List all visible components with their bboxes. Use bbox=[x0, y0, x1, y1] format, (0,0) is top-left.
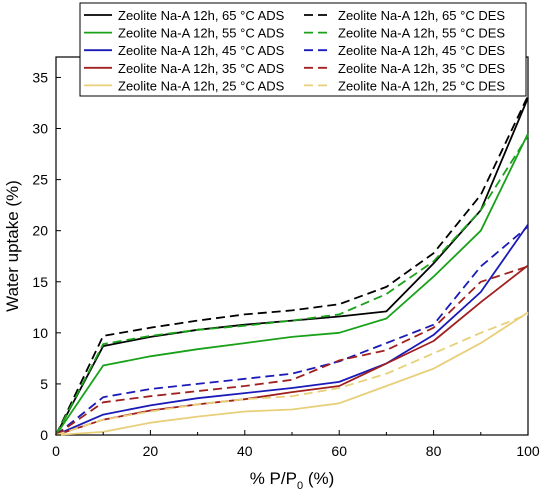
y-tick-label: 10 bbox=[32, 325, 48, 341]
legend-label: Zeolite Na-A 12h, 45 °C ADS bbox=[118, 43, 285, 58]
series-line-zeolite-na-a-12h-45-c-des bbox=[55, 225, 529, 436]
x-tick-label: 20 bbox=[143, 443, 159, 459]
x-tick-label: 0 bbox=[52, 443, 60, 459]
series-line-zeolite-na-a-12h-45-c-ads bbox=[55, 223, 529, 436]
series-line-zeolite-na-a-12h-65-c-des bbox=[55, 95, 529, 436]
legend-box bbox=[79, 2, 527, 97]
x-tick-label: 100 bbox=[516, 443, 540, 459]
series-line-zeolite-na-a-12h-35-c-ads bbox=[55, 264, 529, 436]
legend-label: Zeolite Na-A 12h, 35 °C ADS bbox=[118, 61, 285, 76]
y-axis-label: Water uptake (%) bbox=[3, 180, 22, 312]
y-tick-label: 5 bbox=[40, 376, 48, 392]
y-axis: 0 5 10 15 20 25 30 35 bbox=[32, 69, 61, 443]
series-line-zeolite-na-a-12h-55-c-des bbox=[55, 135, 529, 436]
plot-area bbox=[55, 56, 529, 436]
x-tick-label: 60 bbox=[331, 443, 347, 459]
x-axis-label-subscript: 0 bbox=[297, 480, 303, 492]
legend-label: Zeolite Na-A 12h, 65 °C ADS bbox=[118, 8, 285, 23]
legend-label: Zeolite Na-A 12h, 35 °C DES bbox=[338, 61, 505, 76]
y-tick-label: 35 bbox=[32, 69, 48, 85]
legend: Zeolite Na-A 12h, 65 °C ADS Zeolite Na-A … bbox=[79, 2, 527, 97]
legend-label: Zeolite Na-A 12h, 25 °C DES bbox=[338, 78, 505, 93]
y-tick-label: 0 bbox=[40, 427, 48, 443]
legend-label: Zeolite Na-A 12h, 55 °C ADS bbox=[118, 26, 285, 41]
series-line-zeolite-na-a-12h-25-c-ads bbox=[55, 311, 529, 436]
legend-label: Zeolite Na-A 12h, 45 °C DES bbox=[338, 43, 505, 58]
y-tick-label: 25 bbox=[32, 172, 48, 188]
x-tick-label: 80 bbox=[426, 443, 442, 459]
legend-label: Zeolite Na-A 12h, 25 °C ADS bbox=[118, 78, 285, 93]
x-tick-label: 40 bbox=[237, 443, 253, 459]
x-axis: 0 20 40 60 80 100 bbox=[52, 430, 540, 459]
y-tick-label: 15 bbox=[32, 274, 48, 290]
series-line-zeolite-na-a-12h-55-c-ads bbox=[55, 133, 529, 436]
y-tick-label: 30 bbox=[32, 121, 48, 137]
series-layer bbox=[55, 95, 529, 436]
x-axis-label: % P/P0 (%) bbox=[250, 469, 335, 492]
series-line-zeolite-na-a-12h-35-c-des bbox=[55, 265, 529, 436]
series-line-zeolite-na-a-12h-65-c-ads bbox=[55, 97, 529, 436]
y-tick-label: 20 bbox=[32, 223, 48, 239]
x-axis-label-suffix: (%) bbox=[303, 469, 334, 488]
legend-label: Zeolite Na-A 12h, 65 °C DES bbox=[338, 8, 505, 23]
series-line-zeolite-na-a-12h-25-c-des bbox=[55, 313, 529, 436]
legend-label: Zeolite Na-A 12h, 55 °C DES bbox=[338, 26, 505, 41]
plot-frame bbox=[55, 56, 529, 436]
